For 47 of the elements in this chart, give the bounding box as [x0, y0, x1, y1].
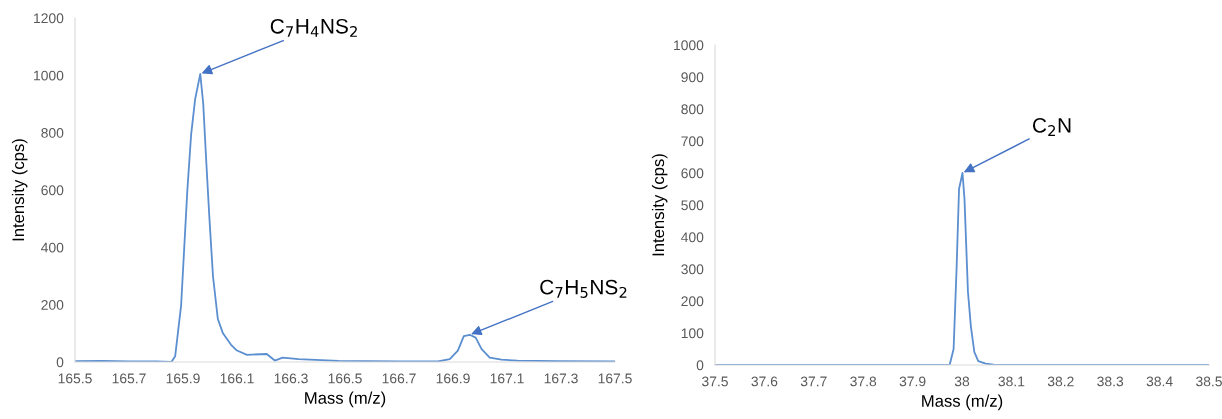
y-tick-label: 900 [681, 72, 704, 83]
x-tick-label: 166.5 [328, 373, 362, 384]
x-tick-label: 166.3 [274, 373, 308, 384]
x-tick-label: 37.6 [751, 376, 778, 387]
x-tick-label: 166.7 [382, 373, 416, 384]
x-tick-label: 38.1 [998, 376, 1025, 387]
y-tick-label: 600 [41, 185, 64, 196]
x-tick-label: 38.4 [1146, 376, 1173, 387]
y-tick-label: 100 [681, 328, 704, 339]
x-tick-label: 167.5 [598, 373, 632, 384]
x-tick-label: 165.5 [58, 373, 92, 384]
y-tick-label: 1200 [34, 13, 64, 24]
y-tick-label: 200 [41, 300, 64, 310]
x-tick-label: 165.9 [166, 373, 200, 384]
y-tick-label: 0 [56, 357, 64, 368]
x-tick-label: 37.8 [850, 376, 877, 387]
y-axis-title: Intensity (cps) [11, 139, 28, 241]
x-tick-label: 38.3 [1097, 376, 1124, 387]
x-tick-label: 167.3 [544, 373, 578, 384]
y-tick-label: 1000 [34, 70, 64, 81]
y-tick-label: 500 [681, 200, 704, 211]
x-tick-label: 38.5 [1196, 376, 1222, 387]
x-tick-label: 37.7 [800, 376, 827, 387]
x-tick-label: 37.9 [899, 376, 926, 387]
x-axis-title: Mass (m/z) [305, 391, 386, 408]
annotation: C$_{2}$N [1033, 117, 1071, 136]
y-tick-label: 700 [681, 136, 704, 147]
y-tick-label: 200 [681, 296, 704, 307]
x-tick-label: 166.9 [436, 373, 470, 384]
y-tick-label: 600 [681, 168, 704, 179]
y-tick-label: 1000 [674, 40, 704, 51]
y-tick-label: 0 [696, 360, 704, 371]
y-tick-label: 400 [681, 232, 704, 243]
y-axis-title: Intensity (cps) [651, 154, 668, 256]
y-tick-label: 800 [41, 128, 64, 138]
x-tick-label: 165.7 [112, 373, 146, 384]
x-tick-label: 166.1 [220, 373, 254, 384]
x-tick-label: 38 [954, 376, 970, 387]
y-tick-label: 800 [681, 104, 704, 115]
y-tick-label: 400 [41, 242, 64, 253]
x-tick-label: 167.1 [490, 373, 524, 384]
x-axis-title: Mass (m/z) [922, 394, 1003, 411]
annotation: C$_{7}$H$_{5}$NS$_{2}$ [540, 279, 627, 298]
x-tick-label: 37.5 [702, 376, 728, 387]
x-tick-label: 38.2 [1047, 376, 1074, 387]
y-tick-label: 300 [681, 264, 704, 275]
annotation: C$_{7}$H$_{4}$NS$_{2}$ [270, 18, 357, 37]
